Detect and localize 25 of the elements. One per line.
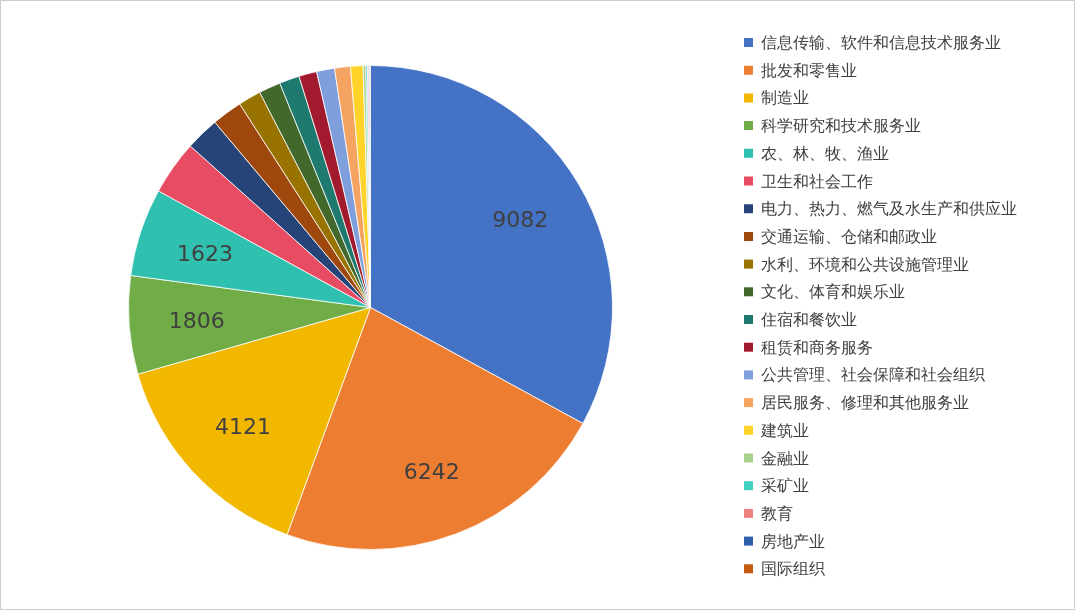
legend-label: 金融业 xyxy=(760,448,809,468)
legend-label: 教育 xyxy=(760,503,793,523)
legend-label: 水利、环境和公共设施管理业 xyxy=(760,254,969,274)
legend-label: 建筑业 xyxy=(759,420,809,440)
legend-label: 电力、热力、燃气及水生产和供应业 xyxy=(760,199,1017,219)
legend-label: 房地产业 xyxy=(760,531,825,551)
legend-label: 卫生和社会工作 xyxy=(760,171,873,191)
data-label: 6242 xyxy=(403,458,460,484)
legend-label: 农、林、牧、渔业 xyxy=(760,143,889,163)
legend-label: 文化、体育和娱乐业 xyxy=(760,282,905,302)
legend-label: 交通运输、仓储和邮政业 xyxy=(760,226,937,246)
data-label: 9082 xyxy=(492,206,549,232)
data-label: 1806 xyxy=(168,308,225,334)
legend-label: 采矿业 xyxy=(760,476,809,496)
legend-label: 批发和零售业 xyxy=(760,60,857,80)
data-label: 4121 xyxy=(214,414,271,440)
legend-label: 住宿和餐饮业 xyxy=(759,310,857,329)
data-label: 1623 xyxy=(176,241,233,267)
legend-label: 居民服务、修理和其他服务业 xyxy=(760,393,969,413)
legend-label: 信息传输、软件和信息技术服务业 xyxy=(760,33,1001,52)
legend-label: 制造业 xyxy=(760,88,809,108)
legend-label: 科学研究和技术服务业 xyxy=(760,116,921,136)
legend-label: 国际组织 xyxy=(760,559,825,579)
legend-label: 公共管理、社会保障和社会组织 xyxy=(760,365,985,385)
legend-label: 租赁和商务服务 xyxy=(760,337,873,357)
